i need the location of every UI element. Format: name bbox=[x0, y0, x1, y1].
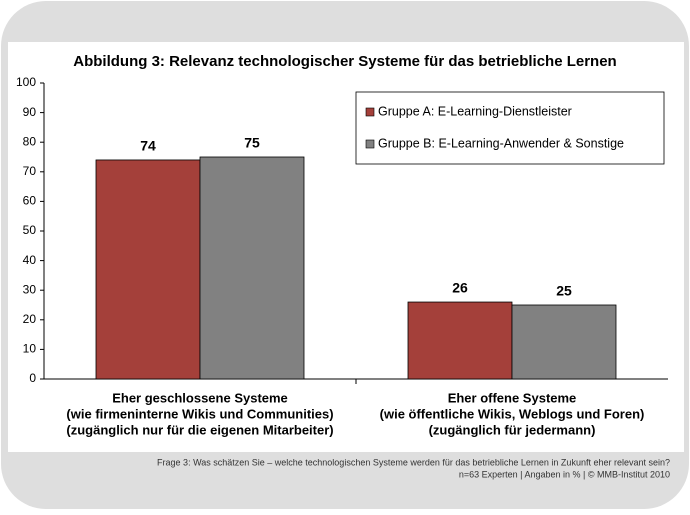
value-label: 75 bbox=[244, 135, 260, 151]
y-tick-label: 70 bbox=[23, 164, 37, 178]
footnote: Frage 3: Was schätzen Sie – welche techn… bbox=[157, 457, 670, 467]
y-tick-label: 60 bbox=[23, 194, 37, 208]
legend-swatch bbox=[365, 107, 375, 117]
value-label: 26 bbox=[452, 280, 468, 296]
legend-label: Gruppe A: E-Learning-Dienstleister bbox=[378, 104, 572, 118]
bar bbox=[199, 156, 305, 380]
x-tick-label: Eher offene Systeme bbox=[448, 390, 577, 405]
legend-swatch bbox=[365, 139, 375, 149]
x-tick-label: (zugänglich nur für die eigenen Mitarbei… bbox=[66, 422, 333, 437]
y-tick-label: 20 bbox=[23, 312, 37, 326]
y-tick-label: 50 bbox=[23, 223, 37, 237]
value-label: 25 bbox=[556, 283, 572, 299]
y-tick-label: 30 bbox=[23, 282, 37, 296]
footnote: n=63 Experten | Angaben in % | © MMB-Ins… bbox=[459, 469, 670, 479]
y-tick-label: 100 bbox=[16, 75, 36, 89]
bar bbox=[511, 304, 617, 380]
y-tick-label: 40 bbox=[23, 253, 37, 267]
x-tick-label: Eher geschlossene Systeme bbox=[112, 390, 288, 405]
y-tick-label: 0 bbox=[29, 371, 36, 385]
chart-title: Abbildung 3: Relevanz technologischer Sy… bbox=[73, 53, 616, 70]
legend-box bbox=[355, 91, 665, 165]
value-label: 74 bbox=[140, 138, 156, 154]
y-tick-label: 80 bbox=[23, 134, 37, 148]
x-tick-label: (zugänglich für jedermann) bbox=[429, 422, 596, 437]
x-tick-label: (wie firmeninterne Wikis und Communities… bbox=[66, 406, 333, 421]
y-tick-label: 10 bbox=[23, 342, 37, 356]
legend-label: Gruppe B: E-Learning-Anwender & Sonstige bbox=[378, 136, 624, 150]
y-tick-label: 90 bbox=[23, 105, 37, 119]
bar bbox=[95, 159, 201, 380]
x-tick-label: (wie öffentliche Wikis, Weblogs und Fore… bbox=[380, 406, 645, 421]
bar bbox=[407, 301, 513, 380]
